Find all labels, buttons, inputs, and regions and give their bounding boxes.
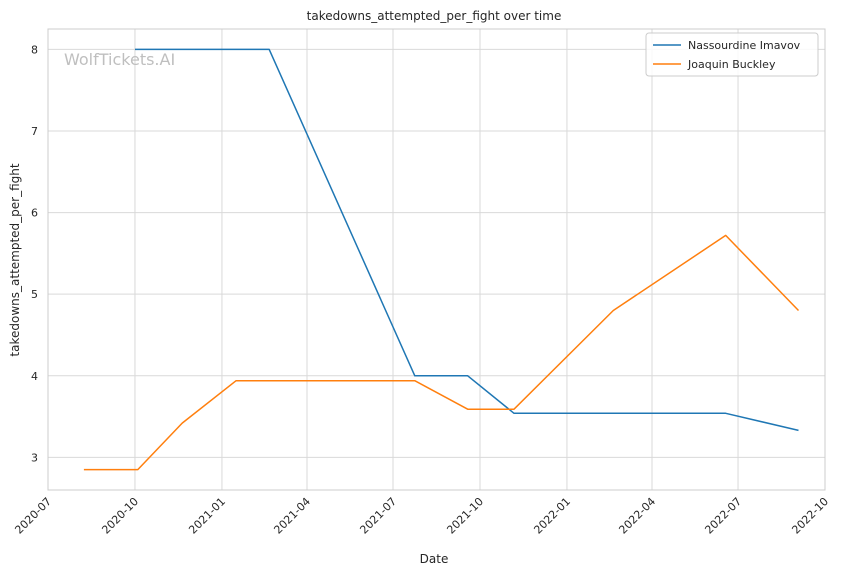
legend-label-joaquin-buckley: Joaquin Buckley (687, 58, 776, 71)
y-axis-label: takedowns_attempted_per_fight (8, 163, 22, 356)
y-tick-label: 4 (31, 370, 38, 383)
legend-box (645, 32, 819, 77)
y-tick-label: 7 (31, 125, 38, 138)
y-tick-label: 8 (31, 43, 38, 56)
plot-area-frame (47, 28, 826, 491)
x-axis-label: Date (420, 552, 449, 566)
series-line-joaquin-buckley (83, 234, 800, 471)
chart-title: takedowns_attempted_per_fight over time (307, 9, 562, 23)
series-lines (83, 48, 800, 471)
grid (47, 29, 826, 490)
legend: Nassourdine Imavov Joaquin Buckley (645, 32, 819, 77)
y-tick-label: 5 (31, 288, 38, 301)
series-line-nassourdine-imavov (135, 48, 799, 432)
watermark: WolfTickets.AI (64, 50, 175, 69)
y-tick-label: 6 (31, 207, 38, 220)
y-tick-label: 3 (31, 451, 38, 464)
legend-label-nassourdine-imavov: Nassourdine Imavov (688, 39, 801, 52)
